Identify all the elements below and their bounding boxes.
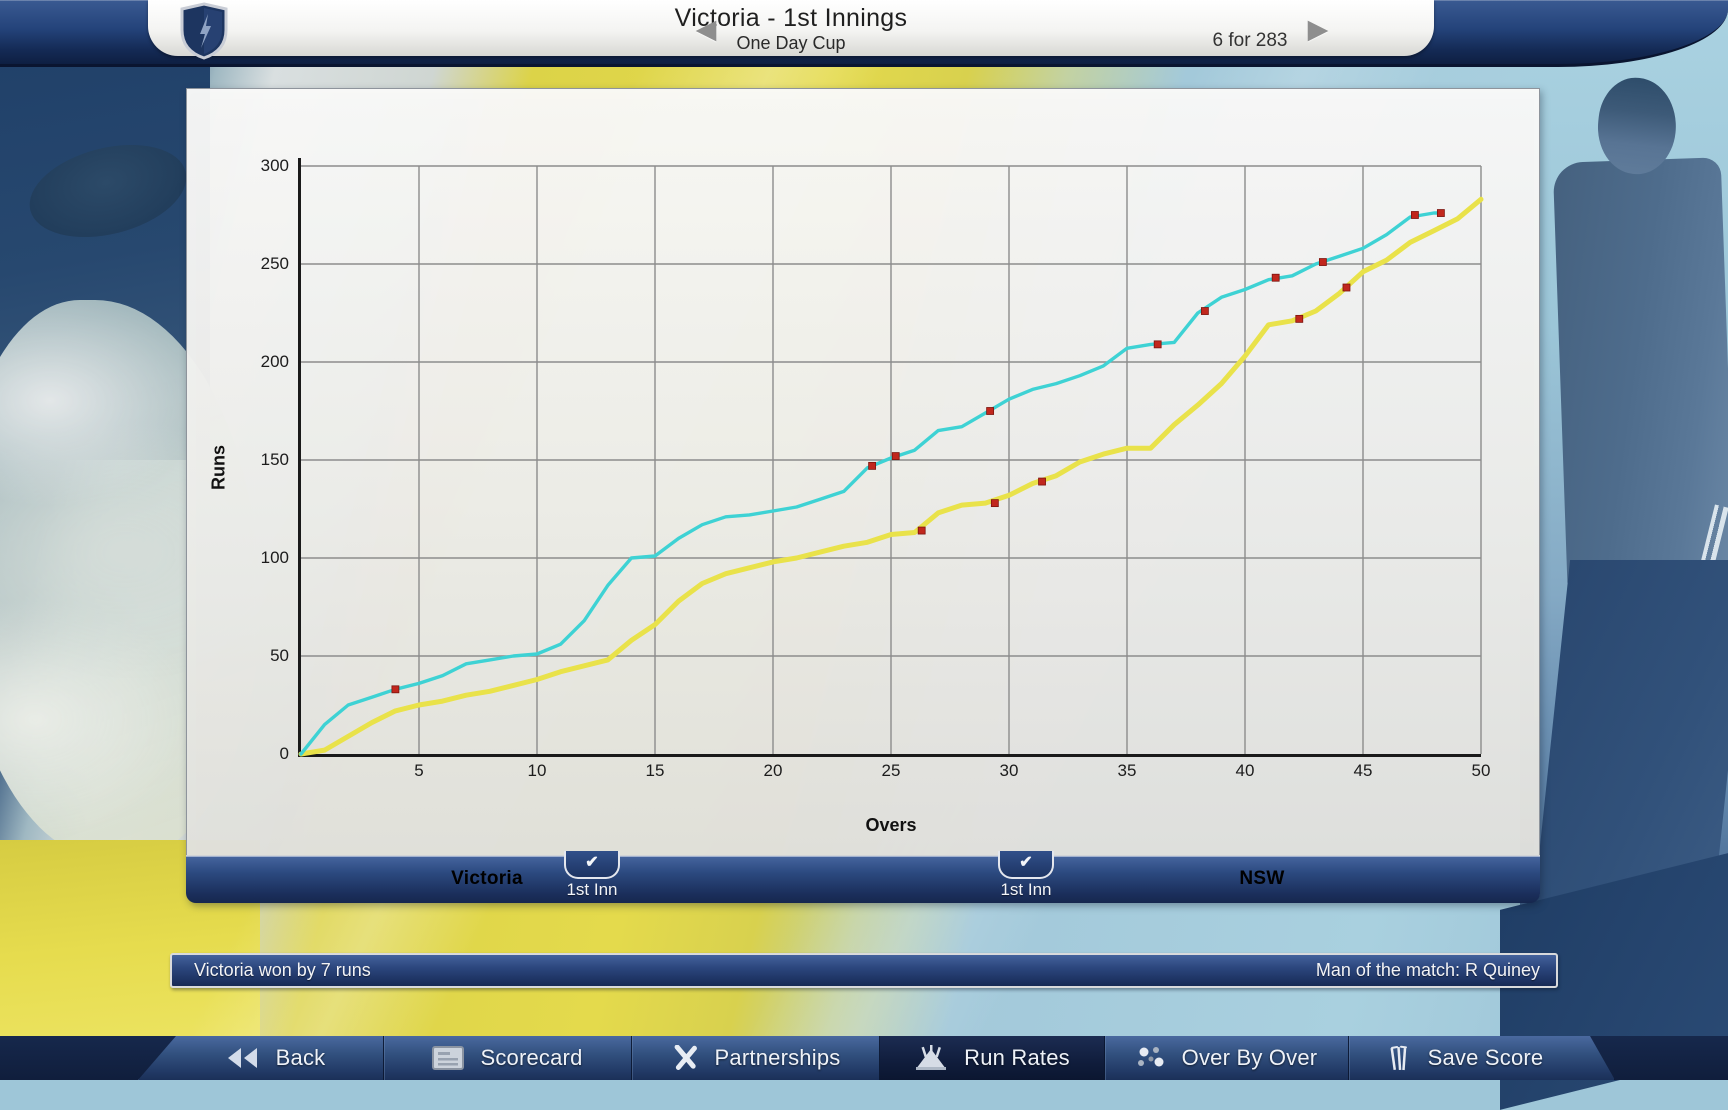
- wicket-marker-nsw: [1271, 273, 1280, 282]
- wicket-marker-nsw: [1200, 307, 1209, 315]
- x-tick-label: 20: [763, 761, 783, 780]
- series-line-nsw: [299, 211, 1443, 756]
- crossed-bats-icon: [674, 1045, 697, 1070]
- wicket-marker-victoria: [1038, 477, 1046, 486]
- y-tick-label: 100: [260, 548, 289, 567]
- team-shield-logo: [180, 2, 228, 60]
- match-result-bar: Victoria won by 7 runs Man of the match:…: [170, 953, 1558, 988]
- check-icon: ✔: [585, 854, 599, 871]
- wicket-marker-nsw: [1318, 258, 1327, 266]
- wicket-marker-nsw: [1153, 340, 1162, 349]
- header-bar: Victoria - 1st Innings One Day Cup 6 for…: [0, 0, 1728, 67]
- check-icon: ✔: [1019, 854, 1033, 871]
- partnerships-button[interactable]: Partnerships: [632, 1036, 880, 1080]
- y-tick-label: 150: [260, 450, 289, 469]
- x-tick-label: 35: [1117, 761, 1137, 780]
- wicket-marker-nsw: [868, 461, 877, 470]
- run-rate-chart: 0 50 100 150 200 250 300 5 10 15 20 25 30 35 40 45 50 Ru…: [186, 88, 1540, 856]
- x-tick-label: 25: [881, 761, 901, 780]
- run-rate-chart-icon: [916, 1045, 947, 1070]
- bottom-toolbar: Back Scorecard Partnerships: [0, 1036, 1728, 1080]
- next-innings-arrow-icon[interactable]: ▶: [1307, 14, 1329, 44]
- x-tick-label: 15: [645, 761, 665, 780]
- x-tick-label: 10: [527, 761, 547, 780]
- run-rate-plot: [298, 158, 1484, 757]
- wicket-marker-nsw: [1411, 211, 1419, 219]
- wicket-marker-nsw: [1436, 209, 1445, 217]
- wicket-marker-victoria: [990, 499, 999, 508]
- wicket-marker-victoria: [1342, 283, 1351, 292]
- y-tick-label: 300: [260, 156, 289, 175]
- x-tick-label: 40: [1235, 761, 1255, 780]
- match-result-text: Victoria won by 7 runs: [194, 960, 371, 980]
- competition-name: One Day Cup: [736, 33, 846, 53]
- y-tick-label: 200: [260, 352, 289, 371]
- y-tick-label: 250: [260, 254, 289, 273]
- scorecard-button[interactable]: Scorecard: [384, 1036, 632, 1080]
- man-of-the-match-text: Man of the match: R Quiney: [1315, 960, 1540, 980]
- wicket-marker-victoria: [1295, 314, 1304, 323]
- innings-score: 6 for 283: [1212, 30, 1288, 51]
- legend-bar: Victoria ✔ 1st Inn ✔ 1st Inn NSW: [186, 851, 1540, 903]
- series-line-victoria: [298, 196, 1484, 757]
- scorecard-icon: [432, 1046, 465, 1070]
- x-tick-label: 45: [1353, 761, 1373, 780]
- nsw-innings-label: 1st Inn: [1000, 880, 1052, 899]
- save-score-button[interactable]: Save Score: [1349, 1036, 1615, 1080]
- victoria-innings-label: 1st Inn: [566, 880, 618, 899]
- balls-cluster-icon: [1137, 1047, 1164, 1067]
- stumps-icon: [1390, 1045, 1407, 1071]
- x-tick-label: 5: [414, 761, 424, 780]
- header-banner: Victoria - 1st Innings One Day Cup 6 for…: [148, 0, 1434, 56]
- run-rate-panel: 0 50 100 150 200 250 300 5 10 15 20 25 30 35 40 45 50 Ru…: [186, 88, 1540, 903]
- x-tick-label: 30: [999, 761, 1019, 780]
- toolbar-button-group: Back Scorecard Partnerships: [138, 1036, 1615, 1080]
- legend-team-victoria: Victoria: [451, 868, 523, 889]
- page-title: Victoria - 1st Innings: [674, 4, 908, 32]
- legend-team-nsw: NSW: [1239, 868, 1285, 889]
- y-axis-title: Runs: [208, 445, 229, 490]
- wicket-marker-nsw: [986, 407, 995, 415]
- x-axis-title: Overs: [865, 815, 917, 835]
- over-by-over-button[interactable]: Over By Over: [1105, 1036, 1349, 1080]
- run-rates-button[interactable]: Run Rates: [880, 1036, 1105, 1080]
- x-tick-label: 50: [1471, 761, 1491, 780]
- wicket-marker-victoria: [917, 526, 926, 535]
- previous-innings-arrow-icon[interactable]: ◀: [695, 14, 717, 44]
- wicket-marker-nsw: [891, 452, 900, 460]
- y-tick-label: 0: [279, 744, 289, 763]
- back-button[interactable]: Back: [138, 1036, 384, 1080]
- y-tick-label: 50: [270, 646, 289, 665]
- wicket-marker-nsw: [391, 685, 400, 694]
- back-icon: [227, 1048, 257, 1068]
